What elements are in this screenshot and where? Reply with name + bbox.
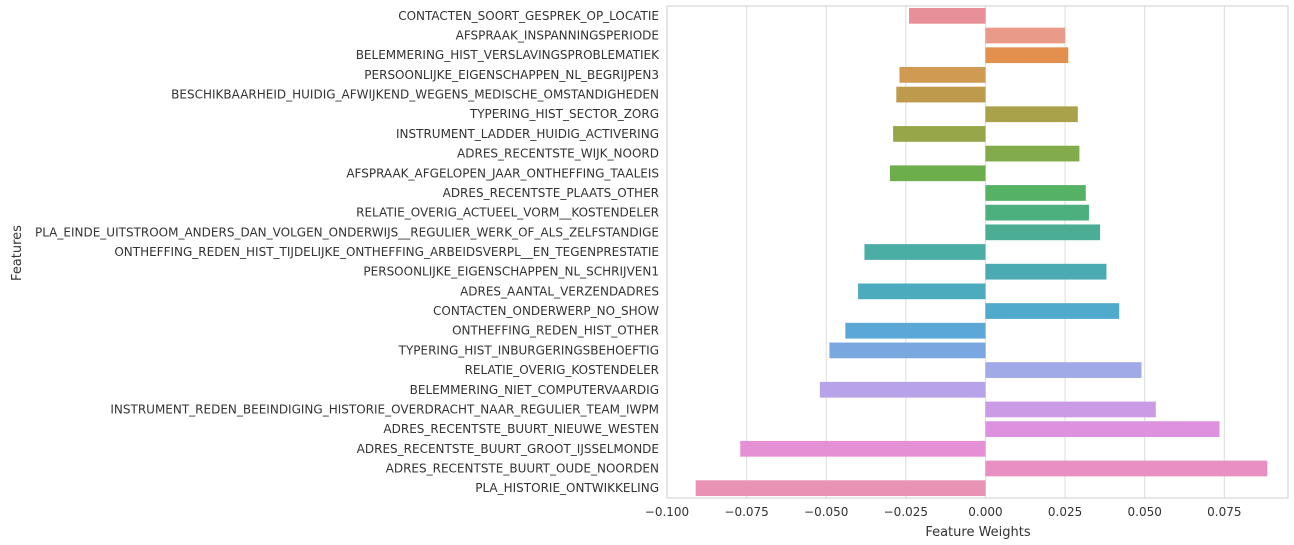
bar xyxy=(899,67,986,83)
y-tick-label: TYPERING_HIST_SECTOR_ZORG xyxy=(469,107,659,121)
x-tick-label: −0.100 xyxy=(645,505,689,519)
y-tick-label: AFSPRAAK_AFGELOPEN_JAAR_ONTHEFFING_TAALE… xyxy=(346,166,659,180)
bar xyxy=(985,460,1268,477)
bar xyxy=(985,224,1101,241)
y-tick-labels: CONTACTEN_SOORT_GESPREK_OP_LOCATIE AFSPRA… xyxy=(35,9,660,495)
y-tick-label: INSTRUMENT_LADDER_HUIDIG_ACTIVERING xyxy=(396,127,659,141)
y-tick-label: RELATIE_OVERIG_ACTUEEL_VORM__KOSTENDELER xyxy=(356,206,659,220)
bar xyxy=(819,381,986,398)
y-tick-label: RELATIE_OVERIG_KOSTENDELER xyxy=(465,363,659,377)
bar xyxy=(985,204,1089,221)
bars xyxy=(695,7,1268,497)
y-tick-label: PERSOONLIJKE_EIGENSCHAPPEN_NL_SCHRIJVEN1 xyxy=(363,265,659,279)
bar xyxy=(985,303,1120,319)
bar xyxy=(858,283,986,300)
y-tick-label: PLA_HISTORIE_ONTWIKKELING xyxy=(475,481,659,495)
y-tick-label: PERSOONLIJKE_EIGENSCHAPPEN_NL_BEGRIJPEN3 xyxy=(364,68,659,82)
y-tick-label: ADRES_RECENTSTE_BUURT_NIEUWE_WESTEN xyxy=(383,422,659,436)
y-tick-label: ADRES_RECENTSTE_BUURT_OUDE_NOORDEN xyxy=(386,461,659,475)
bar xyxy=(985,401,1156,418)
bar xyxy=(985,185,1086,201)
x-tick-label: 0.075 xyxy=(1207,505,1241,519)
bar xyxy=(829,342,986,359)
bar xyxy=(909,7,986,24)
bar xyxy=(985,145,1080,162)
y-tick-label: BESCHIKBAARHEID_HUIDIG_AFWIJKEND_WEGENS_… xyxy=(171,88,659,102)
y-tick-label: ADRES_RECENTSTE_WIJK_NOORD xyxy=(457,147,659,161)
bar xyxy=(896,86,986,103)
y-tick-label: BELEMMERING_NIET_COMPUTERVAARDIG xyxy=(410,383,659,397)
x-tick-label: −0.050 xyxy=(804,505,848,519)
bar xyxy=(740,440,986,457)
y-tick-label: AFSPRAAK_INSPANNINGSPERIODE xyxy=(456,29,659,43)
y-tick-label: CONTACTEN_SOORT_GESPREK_OP_LOCATIE xyxy=(398,9,659,23)
y-tick-label: ADRES_AANTAL_VERZENDADRES xyxy=(460,284,659,298)
y-tick-label: ADRES_RECENTSTE_PLAATS_OTHER xyxy=(443,186,659,200)
x-tick-labels: −0.100 −0.075 −0.050 −0.025 0.000 0.025 0.050 0… xyxy=(645,505,1242,519)
y-tick-label: TYPERING_HIST_INBURGERINGSBEHOEFTIG xyxy=(398,343,659,357)
y-tick-label: CONTACTEN_ONDERWERP_NO_SHOW xyxy=(433,304,659,318)
bar xyxy=(985,47,1069,64)
x-tick-label: 0.050 xyxy=(1128,505,1162,519)
y-tick-label: ONTHEFFING_REDEN_HIST_TIJDELIJKE_ONTHEFF… xyxy=(114,245,659,259)
x-tick-label: −0.075 xyxy=(724,505,768,519)
bar xyxy=(985,421,1220,437)
bar xyxy=(845,322,986,339)
y-tick-label: ONTHEFFING_REDEN_HIST_OTHER xyxy=(452,324,659,338)
y-tick-label: ADRES_RECENTSTE_BUURT_GROOT_IJSSELMONDE xyxy=(357,442,659,456)
x-axis-title: Feature Weights xyxy=(925,525,1031,540)
y-tick-label: INSTRUMENT_REDEN_BEEINDIGING_HISTORIE_OV… xyxy=(110,402,659,416)
y-tick-label: PLA_EINDE_UITSTROOM_ANDERS_DAN_VOLGEN_ON… xyxy=(35,225,659,239)
bar xyxy=(893,126,986,142)
x-tick-label: −0.025 xyxy=(884,505,928,519)
bar xyxy=(985,263,1107,280)
bar xyxy=(985,27,1066,44)
bar xyxy=(864,244,986,260)
x-tick-label: 0.025 xyxy=(1048,505,1082,519)
plot-frame xyxy=(666,5,1289,499)
x-tick-label: 0.000 xyxy=(968,505,1002,519)
bar xyxy=(985,106,1078,123)
bar xyxy=(985,362,1142,378)
bar xyxy=(695,480,986,497)
y-tick-label: BELEMMERING_HIST_VERSLAVINGSPROBLEMATIEK xyxy=(356,48,660,62)
y-axis-title: Features xyxy=(10,225,25,281)
bar xyxy=(889,165,986,182)
